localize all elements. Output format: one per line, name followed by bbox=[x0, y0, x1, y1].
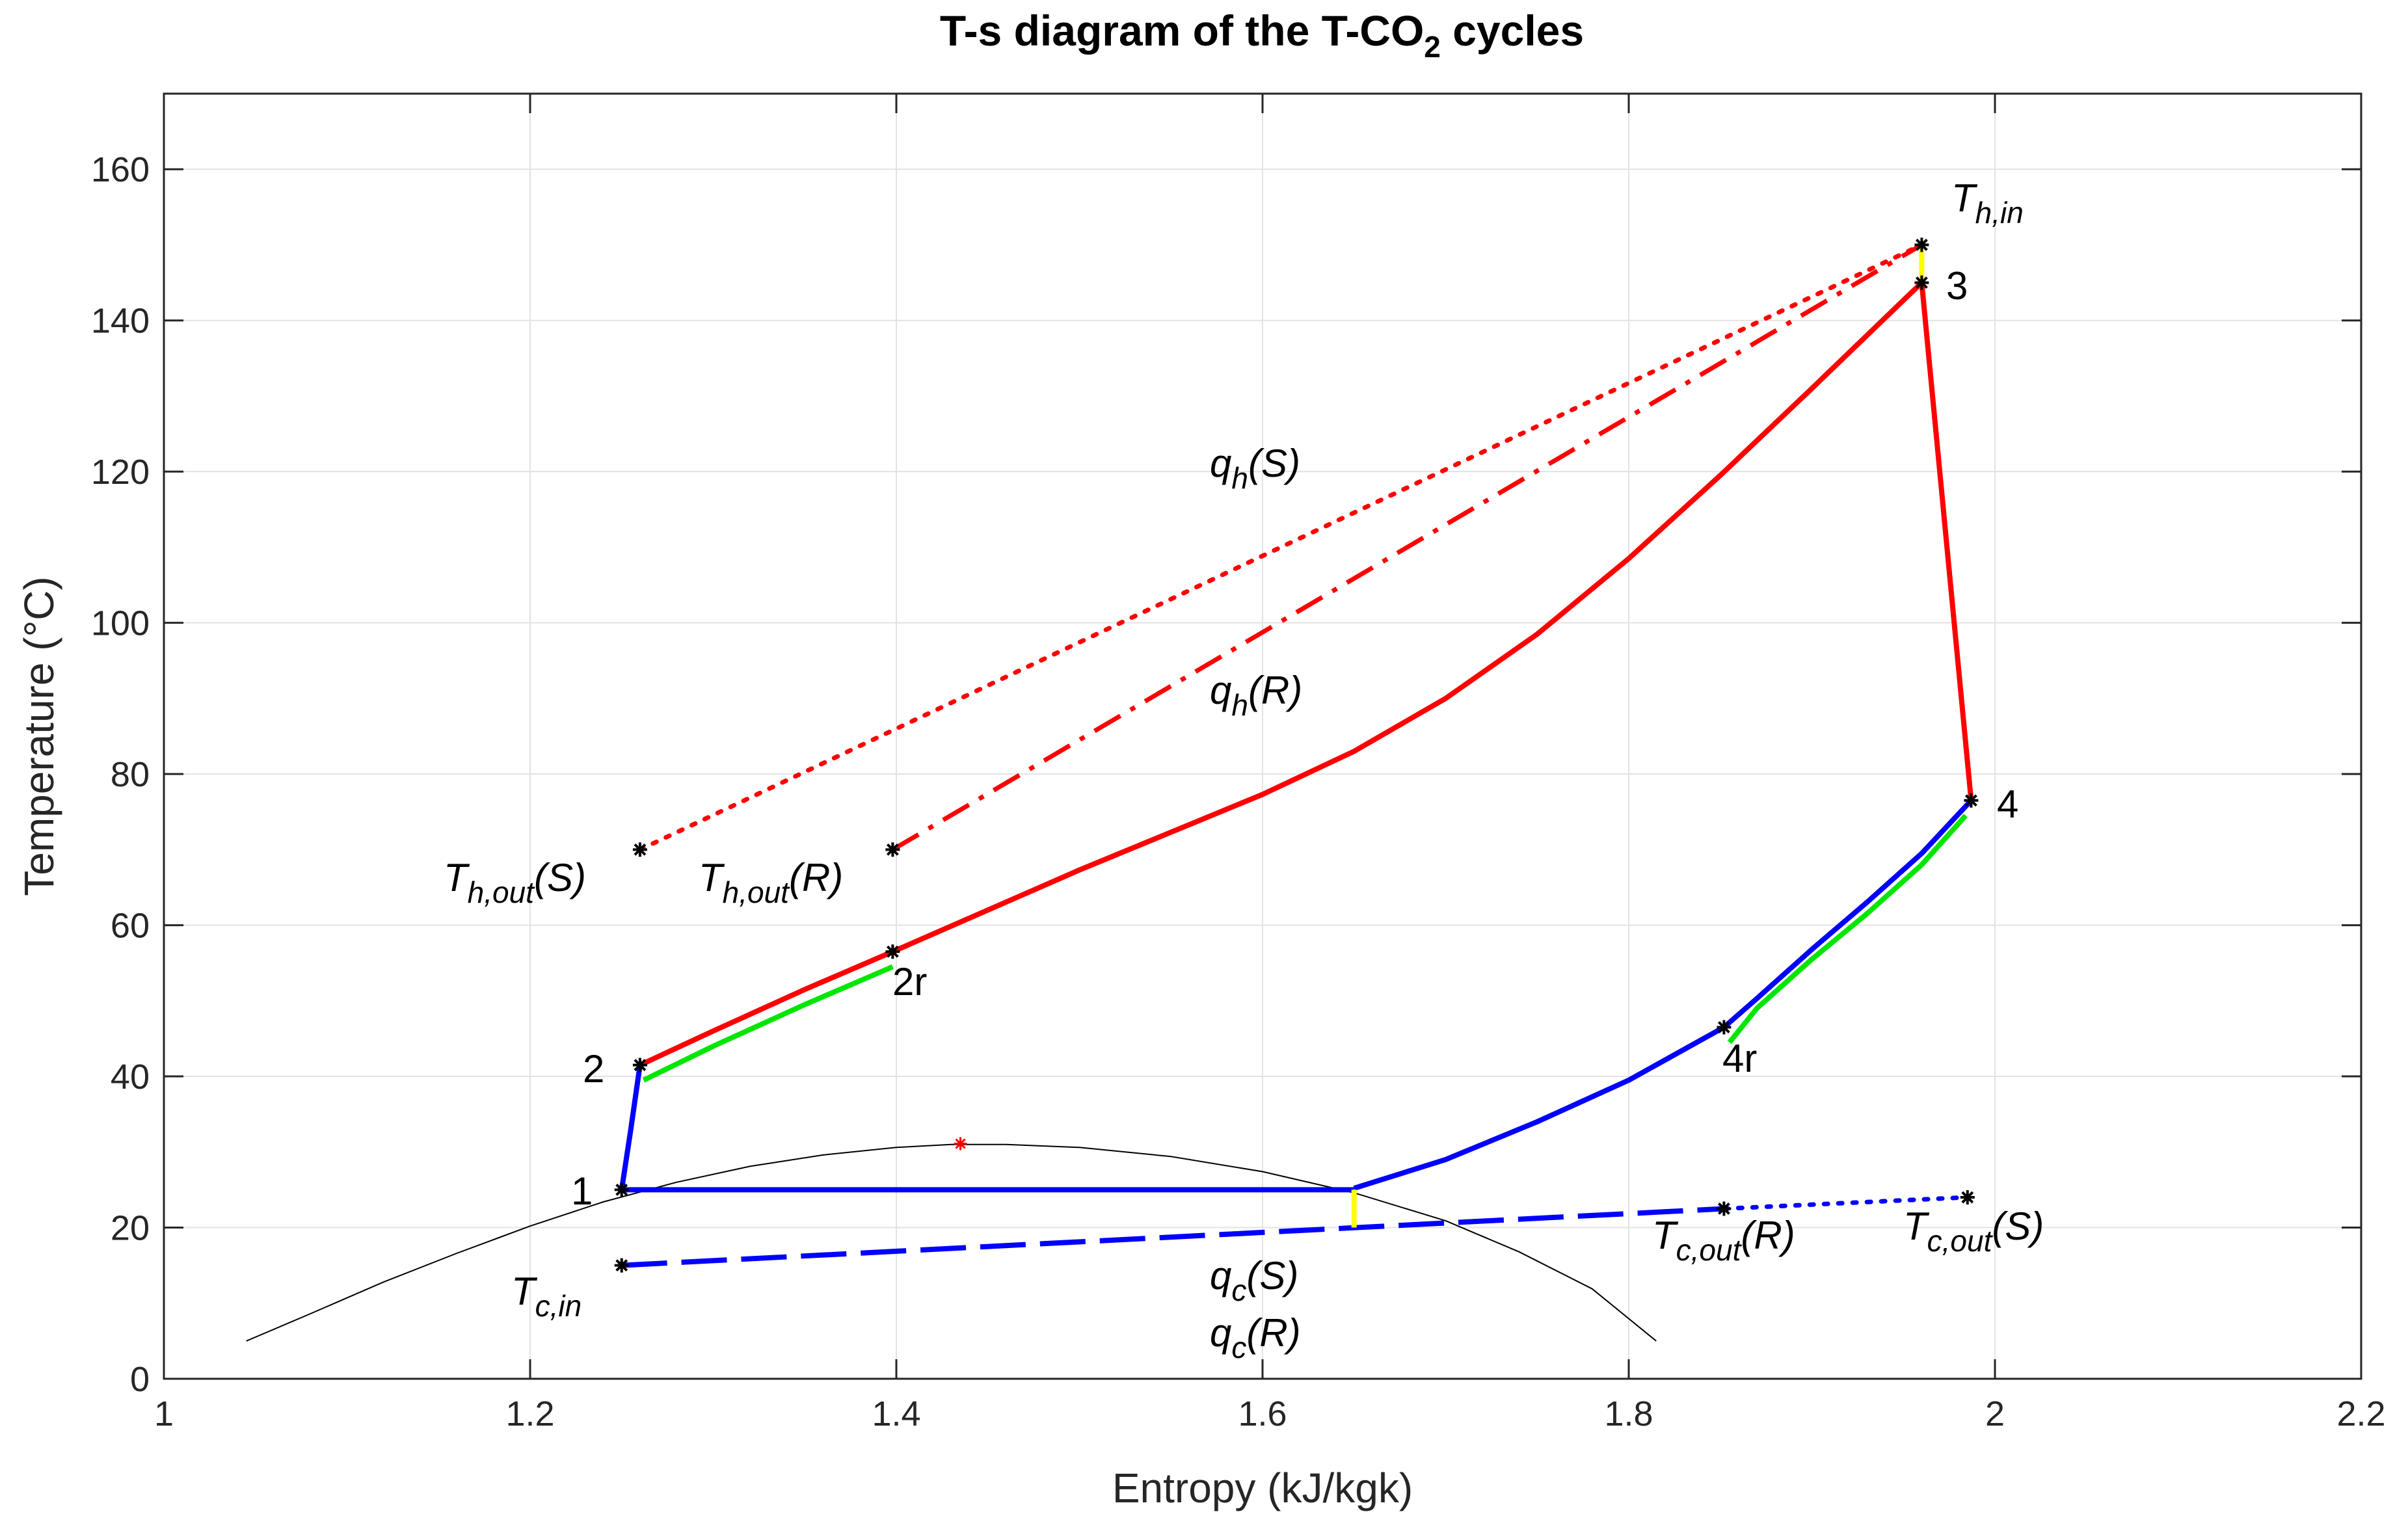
label-tc-out-r: Tc,out(R) bbox=[1652, 1214, 1795, 1267]
point-label-1: 1 bbox=[571, 1169, 593, 1213]
series-saturation-dome bbox=[246, 1143, 1657, 1342]
label-tc-in: Tc,in bbox=[511, 1270, 582, 1323]
chart-title: T-s diagram of the T-CO2 cycles bbox=[940, 7, 1584, 64]
series-recup-cold-green bbox=[642, 964, 894, 1083]
marker-pt-4 bbox=[1964, 793, 1979, 808]
series-recup-cold-2-2r bbox=[639, 949, 894, 1068]
series-pump-1-2 bbox=[619, 1065, 643, 1190]
marker-pt-th-out-s bbox=[632, 842, 647, 857]
y-tick-label: 0 bbox=[130, 1360, 150, 1399]
y-tick-label: 160 bbox=[91, 150, 150, 189]
tick-labels: 1 1.2 1.4 1.6 1.8 2 2.2 0 20 40 60 80 100 120 140 160 bbox=[91, 150, 2386, 1433]
marker-pt-1 bbox=[614, 1182, 629, 1197]
label-qh-s: qh(S) bbox=[1210, 442, 1300, 495]
marker-pt-3 bbox=[1914, 275, 1929, 290]
x-tick-label: 1.8 bbox=[1604, 1394, 1653, 1433]
point-label-2r: 2r bbox=[892, 960, 927, 1004]
y-tick-label: 20 bbox=[111, 1209, 150, 1248]
label-qh-r: qh(R) bbox=[1210, 669, 1302, 722]
x-tick-label: 2 bbox=[1985, 1394, 2005, 1433]
axis-ticks bbox=[163, 94, 2362, 1380]
y-tick-label: 140 bbox=[91, 302, 150, 341]
y-tick-label: 100 bbox=[91, 604, 150, 643]
marker-pt-th-out-r bbox=[885, 842, 900, 857]
y-axis-label: Temperature (°C) bbox=[16, 576, 62, 896]
y-tick-label: 80 bbox=[111, 755, 150, 794]
y-tick-label: 60 bbox=[111, 907, 150, 946]
label-tc-out-s: Tc,out(S) bbox=[1903, 1204, 2044, 1258]
series-heating-2r-3 bbox=[891, 280, 1924, 954]
marker-pt-tc-out-r bbox=[1717, 1201, 1732, 1216]
critical-point-marker bbox=[954, 1137, 967, 1150]
point-label-4: 4 bbox=[1997, 782, 2018, 826]
label-qc-r: qc(R) bbox=[1210, 1311, 1301, 1364]
label-th-out-s: Th,out(S) bbox=[444, 856, 586, 909]
series-cooling-4r-sat bbox=[1353, 1025, 1726, 1191]
x-axis-label: Entropy (kJ/kgk) bbox=[1112, 1465, 1413, 1511]
marker-pt-2 bbox=[632, 1057, 647, 1072]
label-qc-s: qc(S) bbox=[1210, 1254, 1298, 1307]
series-hot-source-R bbox=[891, 243, 1923, 852]
series-cold-sink-R bbox=[621, 1206, 1724, 1268]
point-label-2: 2 bbox=[583, 1047, 604, 1091]
y-tick-label: 40 bbox=[111, 1057, 150, 1097]
series-cold-sink-S bbox=[1721, 1195, 1970, 1211]
series-layer bbox=[246, 243, 1974, 1342]
point-label-4r: 4r bbox=[1722, 1037, 1757, 1080]
series-expansion-3-4 bbox=[1919, 282, 1974, 801]
label-th-out-r: Th,out(R) bbox=[699, 856, 843, 909]
label-th-in: Th,in bbox=[1951, 176, 2024, 230]
marker-pt-2r bbox=[885, 944, 900, 959]
series-recup-hot-4-4r bbox=[1722, 799, 1973, 1030]
series-recup-hot-green bbox=[1727, 814, 1968, 1044]
point-label-3: 3 bbox=[1946, 264, 1968, 308]
x-tick-label: 1.2 bbox=[505, 1394, 554, 1433]
marker-pt-tc-out-s bbox=[1960, 1190, 1975, 1205]
marker-pt-th-in bbox=[1914, 237, 1929, 252]
marker-pt-4r bbox=[1717, 1020, 1732, 1035]
y-tick-label: 120 bbox=[91, 453, 150, 492]
x-tick-label: 1.4 bbox=[872, 1394, 920, 1433]
x-tick-label: 1 bbox=[154, 1394, 174, 1433]
marker-layer bbox=[614, 237, 1979, 1273]
x-tick-label: 2.2 bbox=[2336, 1394, 2385, 1433]
x-tick-label: 1.6 bbox=[1238, 1394, 1287, 1433]
marker-pt-tc-in bbox=[614, 1258, 629, 1273]
